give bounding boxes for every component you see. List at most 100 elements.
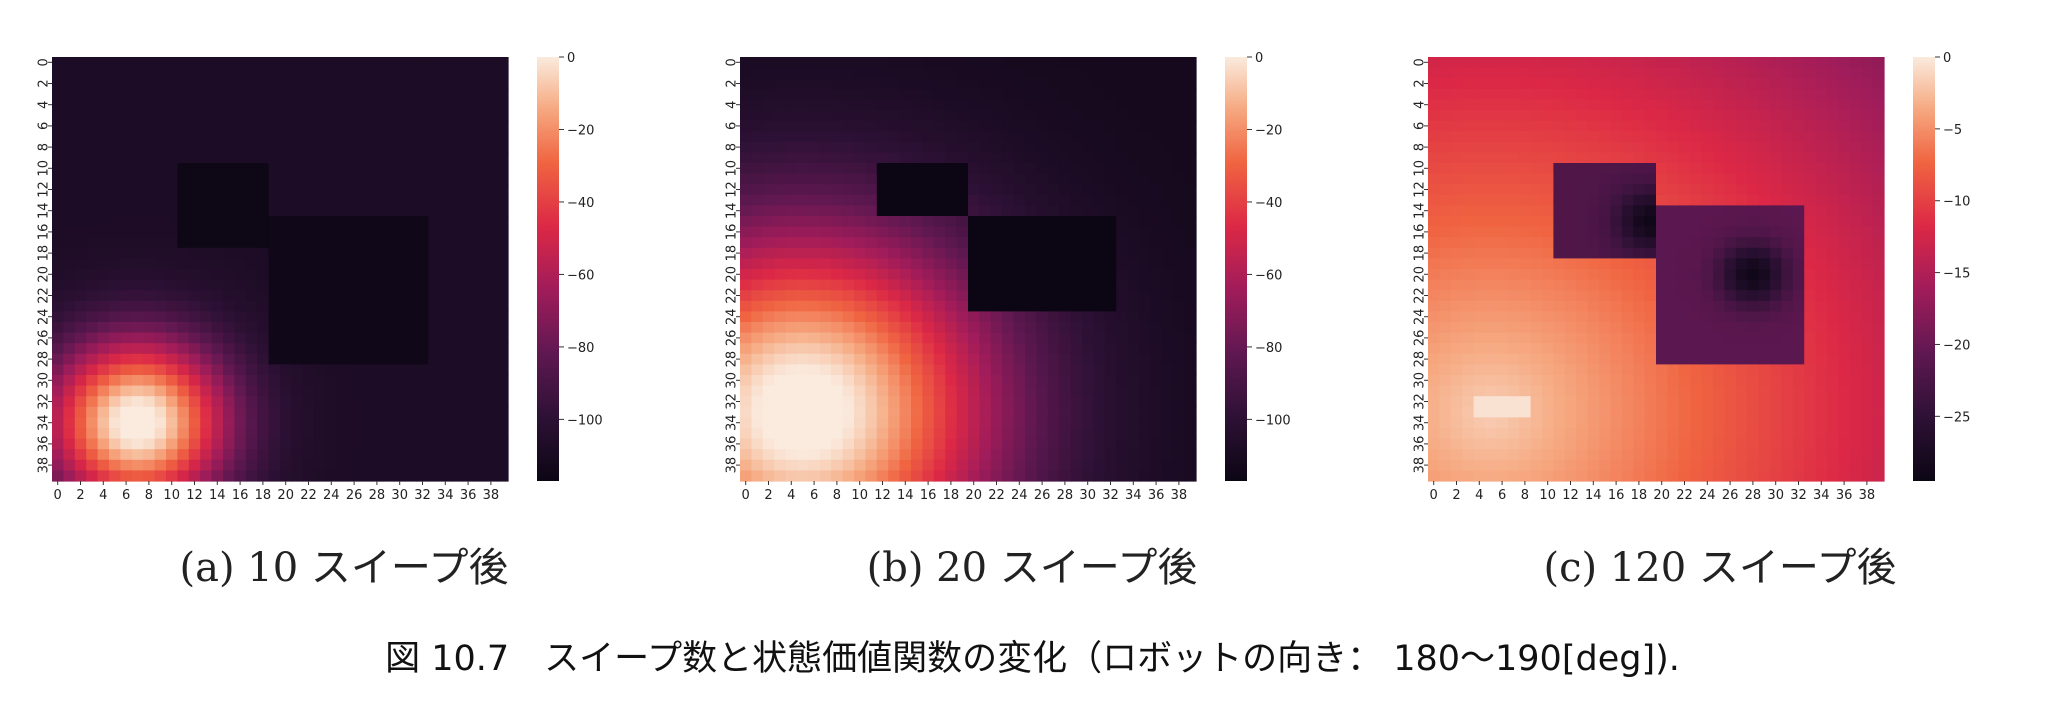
heatmap-cell: [740, 343, 752, 355]
heatmap-cell: [1644, 300, 1657, 312]
heatmap-cell: [166, 184, 178, 196]
heatmap-cell: [1025, 152, 1037, 164]
heatmap-cell: [451, 99, 463, 111]
heatmap-cell: [1644, 332, 1657, 344]
heatmap-cell: [257, 247, 270, 259]
heatmap-cell: [1872, 300, 1885, 312]
heatmap-cell: [1861, 428, 1874, 440]
heatmap-cell: [314, 120, 327, 132]
heatmap-cell: [1758, 205, 1771, 217]
heatmap-cell: [1587, 258, 1600, 270]
heatmap-cell: [1059, 247, 1072, 259]
heatmap-cell: [234, 258, 247, 270]
heatmap-cell: [1861, 99, 1874, 111]
heatmap-cell: [245, 396, 258, 408]
heatmap-cell: [154, 438, 167, 450]
heatmap-cell: [439, 449, 452, 461]
heatmap-cell: [451, 163, 463, 175]
heatmap-cell: [1507, 406, 1520, 418]
heatmap-cell: [1161, 322, 1174, 334]
heatmap-cell: [1644, 110, 1657, 122]
heatmap-cell: [416, 120, 429, 132]
x-tick-label: 10: [851, 488, 868, 503]
y-tick-label: 10: [37, 160, 52, 177]
heatmap-cell: [211, 57, 224, 69]
heatmap-cell: [86, 78, 99, 90]
y-tick-label: 16: [37, 224, 52, 241]
heatmap-cell: [302, 364, 315, 376]
heatmap-cell: [280, 258, 292, 270]
heatmap-cell: [1644, 279, 1657, 291]
heatmap-cell: [485, 184, 498, 196]
heatmap-cell: [63, 237, 76, 249]
heatmap-cell: [245, 247, 258, 259]
heatmap-cell: [1150, 417, 1163, 429]
heatmap-cell: [1025, 216, 1037, 228]
heatmap-cell: [245, 237, 258, 249]
heatmap-cell: [1473, 247, 1486, 259]
heatmap-cell: [1450, 428, 1463, 440]
heatmap-cell: [1450, 78, 1463, 90]
heatmap-cell: [166, 99, 178, 111]
heatmap-cell: [1184, 322, 1197, 334]
heatmap-cell: [1002, 237, 1015, 249]
heatmap-cell: [1644, 459, 1657, 471]
heatmap-cell: [234, 417, 247, 429]
heatmap-cell: [785, 364, 798, 376]
heatmap-cell: [1633, 99, 1646, 111]
heatmap-cell: [1656, 417, 1668, 429]
heatmap-cell: [325, 290, 338, 302]
heatmap-cell: [1036, 396, 1049, 408]
heatmap-cell: [808, 279, 821, 291]
heatmap-cell: [956, 163, 969, 175]
heatmap-cell: [1724, 120, 1737, 132]
heatmap-cell: [876, 470, 889, 482]
heatmap-cell: [257, 226, 270, 238]
heatmap-cell: [348, 428, 361, 440]
heatmap-cell: [485, 88, 498, 100]
heatmap-cell: [1770, 184, 1782, 196]
heatmap-cell: [854, 449, 866, 461]
heatmap-cell: [462, 290, 475, 302]
heatmap-cell: [751, 290, 764, 302]
heatmap-cell: [1667, 184, 1680, 196]
heatmap-cell: [1450, 110, 1463, 122]
heatmap-cell: [1792, 290, 1805, 302]
heatmap-cell: [1104, 110, 1117, 122]
heatmap-cell: [990, 67, 1003, 79]
heatmap-cell: [143, 141, 156, 153]
heatmap-cell: [280, 194, 292, 206]
heatmap-cell: [428, 396, 441, 408]
heatmap-cell: [1701, 311, 1714, 323]
heatmap-cell: [1827, 226, 1839, 238]
x-tick-label: 20: [965, 488, 982, 503]
heatmap-cell: [1621, 353, 1634, 365]
heatmap-cell: [808, 57, 821, 69]
heatmap-cell: [371, 237, 384, 249]
heatmap-cell: [1872, 88, 1885, 100]
heatmap-cell: [131, 99, 144, 111]
heatmap-cell: [245, 269, 258, 281]
heatmap-cell: [63, 88, 76, 100]
heatmap-cell: [1002, 141, 1015, 153]
heatmap-cell: [1667, 417, 1680, 429]
heatmap-cell: [842, 152, 855, 164]
heatmap-cell: [1542, 131, 1554, 143]
heatmap-cell: [979, 247, 992, 259]
heatmap-cell: [359, 184, 372, 196]
heatmap-cell: [291, 300, 304, 312]
heatmap-cell: [1849, 470, 1862, 482]
heatmap-cell: [223, 110, 235, 122]
heatmap-cell: [1610, 258, 1623, 270]
heatmap-cell: [1690, 120, 1703, 132]
heatmap-cell: [1428, 417, 1440, 429]
heatmap-cell: [154, 247, 167, 259]
heatmap-cell: [876, 216, 889, 228]
heatmap-cell: [1002, 120, 1015, 132]
heatmap-cell: [842, 343, 855, 355]
x-tick-label: 24: [323, 488, 340, 503]
heatmap-cell: [1473, 396, 1486, 408]
heatmap-cell: [899, 57, 912, 69]
heatmap-cell: [359, 343, 372, 355]
heatmap-cell: [348, 99, 361, 111]
